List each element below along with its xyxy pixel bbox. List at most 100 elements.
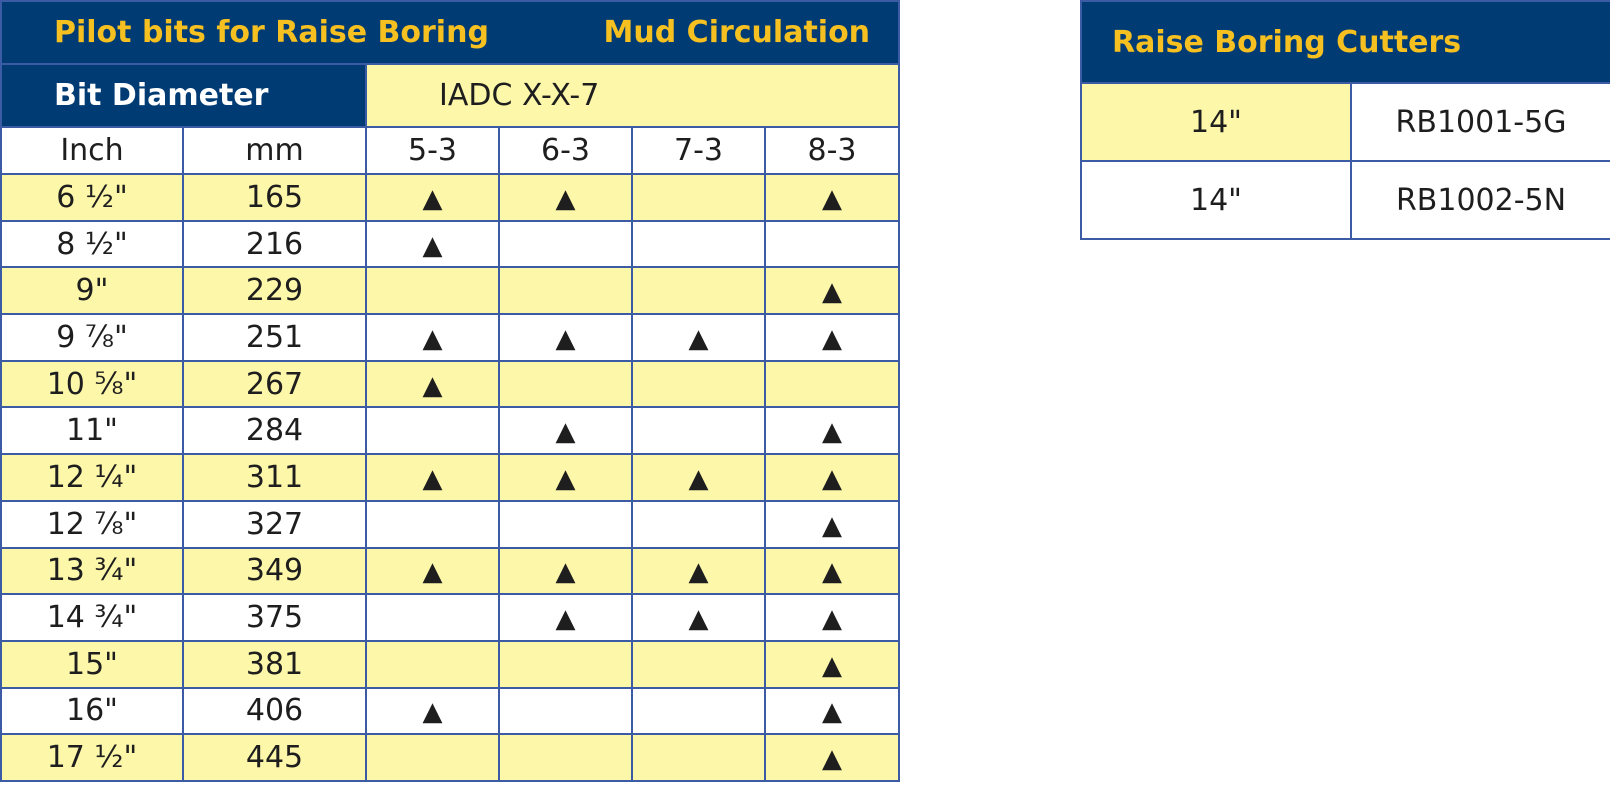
inch-cell: 6 ½" [0, 173, 184, 222]
column-header-iadc: 6-3 [498, 126, 633, 175]
iadc-header: IADC X-X-7 [364, 63, 901, 128]
column-header-inch: Inch [0, 126, 184, 175]
triangle-mark-icon: ▲ [555, 463, 576, 494]
iadc-cell: ▲ [763, 639, 901, 689]
inch-cell: 10 ⅝" [0, 359, 184, 409]
mm-cell: 349 [182, 546, 367, 596]
mm-cell: 284 [182, 406, 367, 456]
iadc-cell: ▲ [631, 313, 766, 362]
iadc-cell [631, 266, 766, 316]
pilot-column-header-row: Inch mm 5-3 6-3 7-3 8-3 [0, 126, 901, 175]
iadc-cell [631, 406, 766, 456]
iadc-cell [631, 499, 766, 549]
mm-cell: 165 [182, 173, 367, 222]
triangle-mark-icon: ▲ [422, 183, 443, 214]
table-row: 13 ¾" 349 ▲ ▲ ▲ ▲ [0, 546, 901, 596]
iadc-cell: ▲ [365, 546, 500, 596]
cutters-title-row: Raise Boring Cutters [1079, 0, 1610, 84]
triangle-mark-icon: ▲ [822, 557, 843, 588]
iadc-cell: ▲ [763, 266, 901, 316]
inch-cell: 14 ¾" [0, 593, 184, 642]
iadc-cell: ▲ [631, 546, 766, 596]
triangle-mark-icon: ▲ [688, 463, 709, 494]
mm-cell: 406 [182, 686, 367, 736]
iadc-cell: ▲ [498, 546, 633, 596]
inch-cell: 16" [0, 686, 184, 736]
triangle-mark-icon: ▲ [822, 323, 843, 354]
iadc-cell: ▲ [763, 593, 901, 642]
iadc-cell [631, 733, 766, 782]
triangle-mark-icon: ▲ [555, 323, 576, 354]
mm-cell: 327 [182, 499, 367, 549]
triangle-mark-icon: ▲ [822, 510, 843, 541]
triangle-mark-icon: ▲ [688, 557, 709, 588]
iadc-cell: ▲ [365, 219, 500, 269]
iadc-cell: ▲ [763, 733, 901, 782]
iadc-cell [498, 639, 633, 689]
triangle-mark-icon: ▲ [822, 183, 843, 214]
iadc-cell: ▲ [763, 453, 901, 502]
cutter-model-cell: RB1001-5G [1349, 82, 1610, 162]
pilot-title-row: Pilot bits for Raise Boring Mud Circulat… [0, 0, 901, 65]
inch-cell: 9 ⅞" [0, 313, 184, 362]
iadc-cell: ▲ [365, 453, 500, 502]
triangle-mark-icon: ▲ [822, 650, 843, 681]
raise-boring-cutters-table: Raise Boring Cutters 14" RB1001-5G 14" RB10… [1079, 0, 1610, 240]
triangle-mark-icon: ▲ [822, 697, 843, 728]
triangle-mark-icon: ▲ [822, 604, 843, 635]
triangle-mark-icon: ▲ [688, 604, 709, 635]
iadc-cell: ▲ [763, 313, 901, 362]
cutters-title: Raise Boring Cutters [1079, 0, 1610, 84]
iadc-cell [498, 686, 633, 736]
triangle-mark-icon: ▲ [822, 463, 843, 494]
pilot-bits-table: Pilot bits for Raise Boring Mud Circulat… [0, 0, 901, 782]
iadc-cell [498, 219, 633, 269]
iadc-cell: ▲ [631, 453, 766, 502]
mm-cell: 251 [182, 313, 367, 362]
mm-cell: 267 [182, 359, 367, 409]
iadc-cell: ▲ [365, 686, 500, 736]
iadc-cell [763, 359, 901, 409]
table-row: 14" RB1002-5N [1080, 160, 1610, 240]
table-row: 14" RB1001-5G [1080, 82, 1610, 162]
inch-cell: 15" [0, 639, 184, 689]
table-row: 12 ⅞" 327 ▲ [0, 499, 901, 549]
iadc-cell: ▲ [498, 593, 633, 642]
table-row: 8 ½" 216 ▲ [0, 219, 901, 269]
column-header-iadc: 8-3 [763, 126, 901, 175]
table-row: 11" 284 ▲ ▲ [0, 406, 901, 456]
pilot-subtitle: Mud Circulation [603, 15, 871, 50]
cutter-size-cell: 14" [1080, 82, 1352, 162]
column-header-mm: mm [182, 126, 367, 175]
iadc-cell: ▲ [365, 173, 500, 222]
iadc-cell [365, 733, 500, 782]
table-row: 14 ¾" 375 ▲ ▲ ▲ [0, 593, 901, 642]
mm-cell: 375 [182, 593, 367, 642]
inch-cell: 9" [0, 266, 184, 316]
iadc-cell: ▲ [763, 686, 901, 736]
iadc-cell [498, 266, 633, 316]
iadc-cell: ▲ [498, 453, 633, 502]
cutter-size-cell: 14" [1080, 160, 1352, 240]
table-row: 10 ⅝" 267 ▲ [0, 359, 901, 409]
cutter-model-cell: RB1002-5N [1349, 160, 1610, 240]
iadc-cell [498, 359, 633, 409]
inch-cell: 11" [0, 406, 184, 456]
iadc-cell: ▲ [498, 313, 633, 362]
triangle-mark-icon: ▲ [555, 183, 576, 214]
iadc-cell [631, 173, 766, 222]
iadc-cell [365, 593, 500, 642]
table-row: 9" 229 ▲ [0, 266, 901, 316]
triangle-mark-icon: ▲ [422, 463, 443, 494]
inch-cell: 17 ½" [0, 733, 184, 782]
column-header-iadc: 7-3 [631, 126, 766, 175]
triangle-mark-icon: ▲ [422, 557, 443, 588]
triangle-mark-icon: ▲ [822, 744, 843, 775]
iadc-cell [631, 219, 766, 269]
iadc-cell: ▲ [498, 173, 633, 222]
table-row: 17 ½" 445 ▲ [0, 733, 901, 782]
mm-cell: 216 [182, 219, 367, 269]
iadc-cell [365, 639, 500, 689]
iadc-cell: ▲ [365, 313, 500, 362]
pilot-title: Pilot bits for Raise Boring [54, 15, 489, 50]
